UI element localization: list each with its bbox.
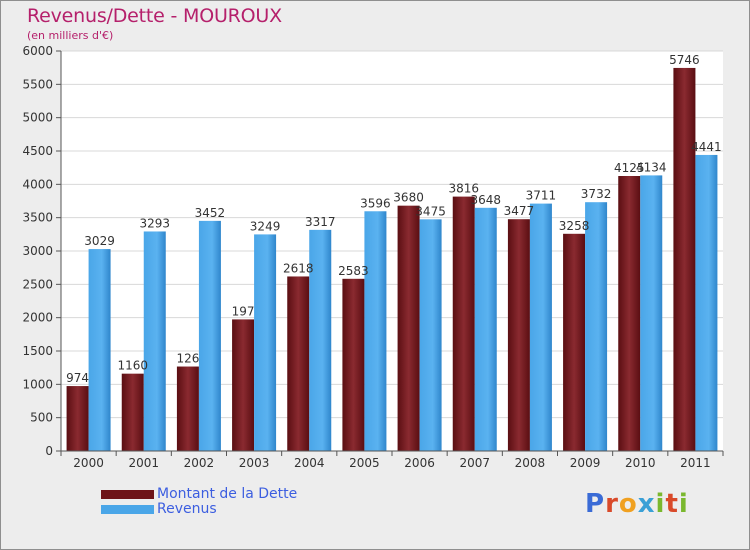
x-tick-label: 2009 [570, 456, 601, 470]
legend-label-debt: Montant de la Dette [157, 486, 298, 502]
data-label-debt-2011: 5746 [669, 53, 700, 67]
x-tick-label: 2008 [515, 456, 546, 470]
data-label-debt-2007: 3816 [448, 182, 479, 196]
logo-letter: o [618, 489, 638, 519]
bar-revenue-2007 [474, 207, 497, 451]
bar-debt-2002 [176, 366, 199, 451]
bar-debt-2004 [287, 276, 310, 451]
data-label-revenue-2007: 3648 [470, 193, 501, 207]
bar-debt-2007 [452, 196, 475, 451]
data-label-debt-2010: 4125 [614, 161, 645, 175]
bar-revenue-2009 [585, 202, 608, 451]
data-label-debt-2008: 3477 [504, 204, 535, 218]
bar-revenue-2000 [88, 249, 111, 451]
data-label-revenue-2005: 3596 [360, 196, 391, 210]
x-tick-label: 2000 [73, 456, 104, 470]
chart-title: Revenus/Dette - MOUROUX [27, 5, 282, 27]
data-label-debt-2005: 2583 [338, 264, 369, 278]
y-tick-label: 1000 [22, 377, 53, 391]
bar-revenue-2011 [695, 154, 718, 451]
data-label-debt-2002: 126 [176, 352, 199, 366]
bar-debt-2011 [673, 67, 696, 451]
data-label-debt-2004: 2618 [283, 261, 314, 275]
data-label-revenue-2006: 3475 [415, 204, 446, 218]
y-tick-label: 4000 [22, 177, 53, 191]
x-tick-label: 2005 [349, 456, 380, 470]
logo-letter: P [585, 489, 606, 519]
bar-debt-2006 [397, 205, 420, 451]
x-tick-label: 2011 [680, 456, 711, 470]
bar-debt-2008 [507, 219, 530, 451]
logo-letter: x [637, 489, 656, 519]
bar-debt-2000 [66, 386, 89, 451]
bar-debt-2003 [232, 319, 255, 451]
data-label-revenue-2011: 4441 [691, 140, 722, 154]
data-labels: 974 3029 1160 3293 126 3452 197 3249 2618 3317 258… [66, 53, 722, 385]
data-label-debt-2003: 197 [232, 304, 255, 318]
y-tick-label: 2500 [22, 277, 53, 291]
y-tick-label: 3000 [22, 244, 53, 258]
bar-debt-2009 [563, 233, 586, 451]
y-tick-label: 3500 [22, 211, 53, 225]
legend-label-revenue: Revenus [157, 501, 217, 517]
bar-revenue-2006 [419, 219, 442, 451]
data-label-revenue-2001: 3293 [139, 216, 170, 230]
bar-revenue-2003 [254, 234, 277, 451]
bar-revenue-2001 [143, 231, 166, 451]
x-tick-label: 2007 [459, 456, 490, 470]
proxiti-logo: Proxiti [585, 489, 689, 519]
bar-revenue-2005 [364, 211, 387, 451]
data-label-revenue-2009: 3732 [581, 187, 612, 201]
bar-revenue-2008 [529, 203, 552, 451]
y-tick-label: 6000 [22, 44, 53, 58]
bar-revenue-2010 [640, 175, 663, 451]
data-label-revenue-2004: 3317 [305, 215, 336, 229]
chart-subtitle: (en milliers d'€) [27, 29, 114, 42]
x-tick-label: 2003 [239, 456, 270, 470]
bar-debt-2010 [618, 176, 641, 451]
bar-debt-2001 [121, 373, 144, 451]
data-label-revenue-2008: 3711 [526, 189, 557, 203]
y-tick-label: 5500 [22, 77, 53, 91]
data-label-revenue-2002: 3452 [195, 206, 226, 220]
y-tick-label: 1500 [22, 344, 53, 358]
data-label-debt-2000: 974 [66, 371, 89, 385]
legend-swatch-debt [101, 490, 154, 499]
bar-debt-2005 [342, 278, 365, 451]
y-tick-label: 4500 [22, 144, 53, 158]
logo-letter: t [665, 489, 679, 519]
data-label-revenue-2010: 4134 [636, 160, 667, 174]
data-label-revenue-2000: 3029 [84, 234, 115, 248]
logo-letter: r [605, 489, 619, 519]
data-label-debt-2001: 1160 [117, 359, 148, 373]
logo-letter: i [655, 489, 666, 519]
logo-letter: i [678, 489, 689, 519]
legend-swatch-revenue [101, 505, 154, 514]
axes: 0 500 1000 1500 2000 2500 3000 3500 4000 4500 5000… [22, 44, 724, 470]
x-tick-label: 2004 [294, 456, 325, 470]
data-label-revenue-2003: 3249 [250, 219, 281, 233]
x-tick-label: 2002 [184, 456, 215, 470]
y-tick-label: 500 [30, 411, 53, 425]
y-tick-label: 2000 [22, 311, 53, 325]
data-label-debt-2009: 3258 [559, 219, 590, 233]
y-tick-label: 0 [45, 444, 53, 458]
x-tick-label: 2010 [625, 456, 656, 470]
x-tick-label: 2001 [128, 456, 159, 470]
grid-lines [61, 50, 723, 452]
y-tick-label: 5000 [22, 111, 53, 125]
x-tick-label: 2006 [404, 456, 435, 470]
bar-revenue-2002 [198, 220, 221, 451]
bars [66, 67, 718, 451]
data-label-debt-2006: 3680 [393, 191, 424, 205]
bar-revenue-2004 [309, 229, 332, 451]
